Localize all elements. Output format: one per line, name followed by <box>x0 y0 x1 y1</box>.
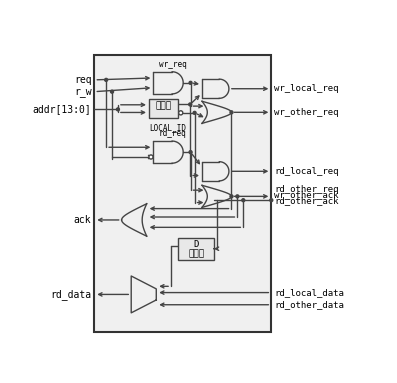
FancyBboxPatch shape <box>178 237 214 260</box>
Text: wr_req: wr_req <box>159 60 186 69</box>
Text: ack: ack <box>74 215 91 225</box>
Circle shape <box>270 199 273 202</box>
Circle shape <box>111 90 114 93</box>
Text: wr_local_req: wr_local_req <box>274 84 339 93</box>
Circle shape <box>189 81 192 84</box>
Circle shape <box>193 111 196 114</box>
Circle shape <box>189 103 192 106</box>
Circle shape <box>189 151 192 154</box>
Text: rd_other_data: rd_other_data <box>274 300 344 309</box>
Text: wr_other_ack: wr_other_ack <box>274 190 339 200</box>
Text: rd_other_req: rd_other_req <box>274 185 339 195</box>
FancyBboxPatch shape <box>149 99 178 118</box>
Circle shape <box>242 199 245 202</box>
Circle shape <box>230 195 233 198</box>
Text: rd_req: rd_req <box>159 129 186 138</box>
Text: rd_local_req: rd_local_req <box>274 167 339 176</box>
Circle shape <box>179 111 183 115</box>
Text: 比较器: 比较器 <box>156 101 172 110</box>
FancyBboxPatch shape <box>94 55 271 332</box>
Text: 触发器: 触发器 <box>188 249 204 258</box>
Text: rd_other_ack: rd_other_ack <box>274 196 339 205</box>
Text: LOCAL_ID: LOCAL_ID <box>149 123 186 132</box>
Circle shape <box>116 108 119 111</box>
Text: D: D <box>193 240 199 249</box>
Circle shape <box>236 195 239 198</box>
Circle shape <box>105 79 108 81</box>
Text: r_w: r_w <box>74 87 91 97</box>
Text: rd_data: rd_data <box>50 289 91 300</box>
Text: wr_other_req: wr_other_req <box>274 108 339 117</box>
Text: req: req <box>74 75 91 85</box>
Circle shape <box>230 111 233 114</box>
Text: addr[13:0]: addr[13:0] <box>33 104 91 115</box>
Circle shape <box>149 155 153 159</box>
Text: rd_local_data: rd_local_data <box>274 288 344 297</box>
